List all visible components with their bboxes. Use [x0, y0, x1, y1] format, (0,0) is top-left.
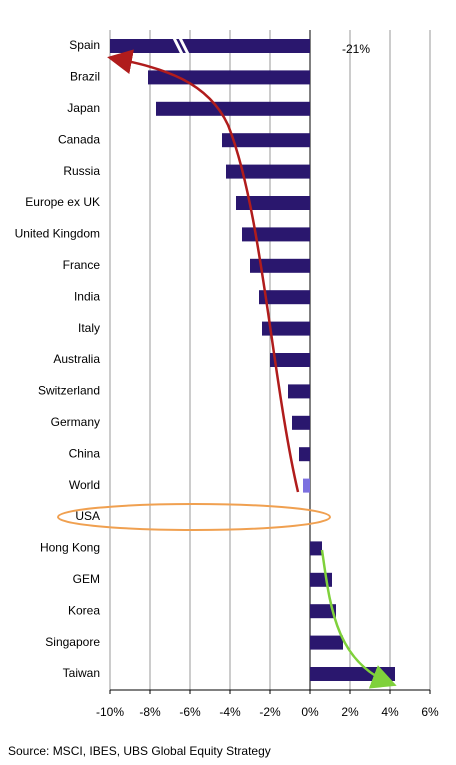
- y-tick-label: Japan: [67, 101, 100, 115]
- bar: [250, 258, 310, 273]
- bar: [310, 541, 322, 556]
- bar: [259, 290, 310, 305]
- highlight-ellipse: [57, 503, 331, 531]
- y-tick-label: Europe ex UK: [25, 195, 100, 209]
- y-tick-label: China: [69, 446, 101, 460]
- bar: [310, 604, 336, 619]
- bar: [236, 196, 310, 210]
- y-tick-label: France: [63, 258, 101, 272]
- x-tick-label: -10%: [96, 705, 124, 719]
- y-tick-label: GEM: [73, 572, 100, 586]
- bar: [148, 70, 310, 85]
- bar: [292, 415, 310, 430]
- bar: [303, 478, 310, 493]
- x-tick-label: 4%: [381, 705, 399, 719]
- source: Source: MSCI, IBES, UBS Global Equity St…: [8, 744, 271, 758]
- bar: [310, 572, 332, 587]
- y-tick-label: Taiwan: [63, 666, 100, 680]
- bar: [270, 353, 310, 367]
- labels: -10% -8% -6% -4% -2% 0% 2% 4% 6% Spain Brazil Japan…: [15, 38, 439, 719]
- bar: [310, 635, 343, 650]
- y-tick-label: United Kingdom: [15, 227, 100, 241]
- x-tick-label: -2%: [259, 705, 281, 719]
- x-tick-label: -8%: [139, 705, 161, 719]
- y-tick-label: Spain: [69, 38, 100, 52]
- y-tick-label: India: [74, 289, 100, 303]
- y-tick-label: Canada: [58, 132, 100, 146]
- trend-arrow: [107, 49, 300, 493]
- x-tick-label: 2%: [341, 705, 359, 719]
- x-tick-label: -4%: [219, 705, 241, 719]
- bar: [299, 447, 310, 462]
- y-tick-label: Italy: [78, 321, 100, 335]
- x-tick-label: 0%: [301, 705, 319, 719]
- bar: [110, 39, 310, 53]
- bar: [156, 101, 310, 116]
- y-tick-label: Korea: [68, 603, 100, 617]
- bar: [288, 384, 310, 399]
- y-tick-label: Switzerland: [38, 384, 100, 398]
- bar: [226, 164, 310, 179]
- y-tick-label: Brazil: [70, 70, 100, 84]
- x-tick-label: -6%: [179, 705, 201, 719]
- annotation: -21%: [342, 42, 370, 56]
- y-tick-label: World: [69, 478, 100, 492]
- y-tick-label: Hong Kong: [40, 541, 100, 555]
- y-tick-label: Singapore: [45, 635, 100, 649]
- y-tick-label: Germany: [51, 415, 100, 429]
- bar: [222, 133, 310, 148]
- x-tick-label: 6%: [421, 705, 439, 719]
- bar: [242, 227, 310, 242]
- y-tick-label: Australia: [53, 352, 100, 366]
- bar: [262, 321, 310, 336]
- axis-break: [172, 37, 190, 55]
- trend-arrow: [320, 549, 397, 689]
- y-tick-label: Russia: [63, 164, 100, 178]
- y-tick-label: USA: [75, 509, 100, 523]
